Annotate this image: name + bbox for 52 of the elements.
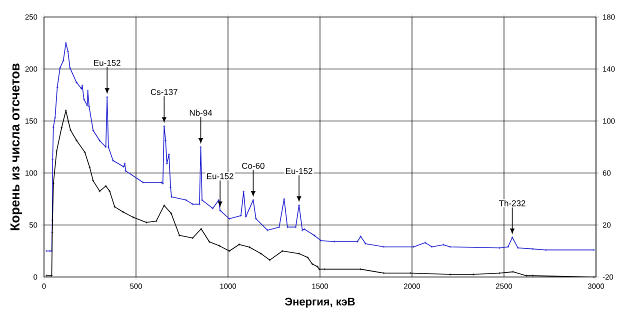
point bbox=[178, 234, 181, 237]
annotation: Th-232 bbox=[499, 200, 526, 206]
point bbox=[162, 204, 166, 207]
point bbox=[84, 150, 86, 154]
point bbox=[92, 180, 94, 182]
point bbox=[281, 250, 284, 252]
point bbox=[498, 272, 502, 274]
point bbox=[472, 273, 475, 276]
annotation: Nb-94 bbox=[190, 110, 212, 116]
point bbox=[448, 273, 452, 276]
point bbox=[316, 265, 319, 268]
annotation: Cs-137 bbox=[150, 88, 178, 95]
point bbox=[532, 274, 534, 277]
point bbox=[55, 150, 58, 152]
point bbox=[359, 268, 362, 270]
point bbox=[382, 272, 386, 274]
point bbox=[238, 243, 241, 246]
point bbox=[306, 256, 309, 259]
point bbox=[191, 236, 194, 240]
annotation: Eu-152 bbox=[207, 173, 234, 180]
point bbox=[260, 252, 262, 255]
point bbox=[108, 190, 111, 192]
point bbox=[60, 126, 63, 129]
annotation: Eu-152 bbox=[286, 168, 312, 174]
point bbox=[200, 228, 202, 230]
point bbox=[208, 240, 211, 244]
y-axis-title: Корень из числа отсчетов bbox=[10, 64, 22, 230]
point bbox=[52, 182, 55, 185]
x-axis-title: Энергия, кэВ bbox=[285, 298, 355, 308]
point bbox=[248, 246, 251, 248]
point bbox=[409, 272, 412, 274]
annotation: Eu-152 bbox=[94, 60, 120, 66]
point bbox=[113, 206, 116, 208]
point bbox=[88, 166, 92, 170]
point bbox=[298, 252, 300, 255]
point bbox=[145, 221, 148, 224]
point bbox=[512, 270, 514, 274]
point bbox=[218, 244, 221, 248]
point bbox=[170, 212, 172, 215]
point bbox=[154, 220, 158, 222]
point bbox=[104, 184, 108, 188]
point bbox=[322, 268, 326, 270]
point bbox=[132, 216, 134, 218]
point bbox=[310, 262, 314, 266]
annotation: Co-60 bbox=[242, 162, 264, 169]
point bbox=[122, 210, 124, 214]
point bbox=[75, 139, 78, 142]
point bbox=[228, 250, 231, 252]
point bbox=[66, 120, 70, 122]
point bbox=[268, 258, 272, 262]
point bbox=[50, 232, 54, 234]
point bbox=[69, 128, 72, 132]
